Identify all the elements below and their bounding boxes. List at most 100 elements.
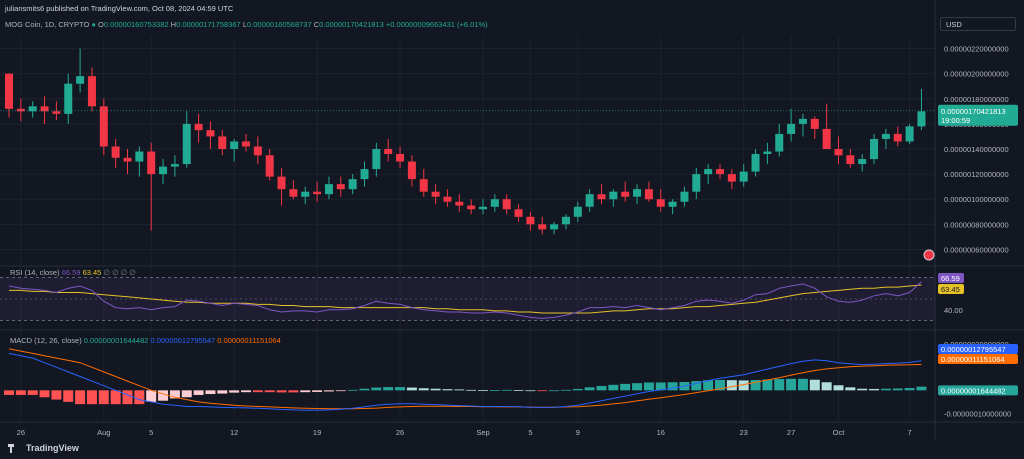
close-label: C (313, 20, 320, 29)
candle-body (905, 126, 914, 142)
macd-hist-bar (537, 390, 548, 392)
macd-hist-bar (525, 390, 536, 392)
macd-hist-bar (691, 381, 702, 391)
status-dot-icon: ● (91, 20, 96, 29)
currency-button[interactable]: USD (940, 17, 1016, 31)
macd-hist-bar (205, 390, 216, 395)
macd-hist-value-label: 0.00000001644482 (941, 386, 1006, 395)
candle-body (348, 179, 357, 190)
macd-hist-bar (715, 379, 725, 391)
candle-body (538, 224, 547, 230)
candle-body (621, 191, 630, 197)
candle-body (182, 123, 191, 165)
time-tick-label: 9 (576, 428, 580, 437)
time-tick-label: Oct (833, 428, 846, 437)
price-tick-label: 0.00000220000000 (944, 45, 1009, 54)
macd-hist-legend-value: 0.00000001644482 (83, 336, 149, 345)
candles (5, 48, 926, 235)
candle-body (5, 73, 13, 109)
rsi-legend[interactable]: RSI (14, close) 66.59 63.45 ∅ ∅ ∅ ∅ (10, 268, 136, 277)
time-tick-label: 27 (787, 428, 795, 437)
time-tick-label: 23 (740, 428, 748, 437)
flag-icon (923, 249, 935, 261)
macd-hist-bar (347, 389, 358, 391)
macd-hist-bar (892, 388, 903, 391)
candle-body (704, 169, 713, 175)
signal-legend-value: 0.00000011151064 (217, 336, 281, 345)
macd-hist-bar (406, 387, 417, 391)
time-tick-label: 5 (528, 428, 532, 437)
candle-body (253, 146, 262, 156)
macd-hist-bar (110, 390, 121, 405)
price-tick-label: 0.00000080000000 (944, 220, 1009, 229)
macd-hist-bar (596, 385, 607, 391)
candle-body (917, 111, 926, 127)
macd-hist-bar (39, 390, 50, 398)
macd-hist-bar (86, 390, 97, 405)
macd-hist-bar (667, 382, 678, 391)
macd-hist-bar (560, 389, 571, 391)
high-value: 0.00000171758367 (176, 20, 241, 29)
macd-hist-bar (276, 390, 287, 393)
price-tick-label: 0.00000200000000 (944, 70, 1009, 79)
candle-body (360, 169, 369, 180)
rsi-tick-label: 40.00 (944, 306, 963, 315)
candle-body (633, 189, 642, 197)
ohlc-legend: MOG Coin, 1D, CRYPTO ● O0.00000160753382… (5, 20, 488, 29)
macd-hist-bar (738, 380, 749, 391)
tradingview-footer[interactable]: TradingView (8, 443, 79, 453)
price-tick-label: 0.00000100000000 (944, 195, 1009, 204)
rsi-legend-value: 66.59 (61, 268, 81, 277)
candle-body (431, 191, 440, 197)
low-value: 0.00000160568737 (246, 20, 312, 29)
rsi-value-badge (938, 273, 964, 283)
rsi-ma-line (9, 284, 922, 314)
price-tick-label: 0.00000180000000 (944, 95, 1009, 104)
candle-body (99, 106, 108, 147)
macd-hist-bar (821, 382, 832, 391)
macd-hist-bar (655, 382, 666, 391)
candle-body (870, 138, 879, 160)
close-value: 0.00000170421813 (319, 20, 384, 29)
change-value: +0.00000009663431 (+6.01%) (385, 20, 488, 29)
macd-hist-bar (632, 383, 643, 391)
candle-body (194, 123, 203, 131)
candle-body (242, 141, 250, 147)
macd-hist-bar (217, 390, 228, 394)
macd-hist-bar (750, 379, 761, 391)
macd-hist-bar (489, 390, 500, 391)
macd-legend[interactable]: MACD (12, 26, close) 0.00000001644482 0.… (10, 336, 281, 345)
candle-body (40, 106, 49, 112)
macd-hist-bar (122, 390, 133, 405)
candle-body (407, 161, 416, 180)
time-tick-label: 7 (908, 428, 912, 437)
candle-body (644, 189, 653, 200)
macd-hist-bar (288, 390, 299, 393)
macd-hist-bar (833, 385, 844, 391)
candle-body (28, 106, 37, 112)
rsi-line (8, 281, 922, 319)
signal-line (8, 348, 922, 410)
candle-body (313, 191, 322, 195)
macd-hist-bar (620, 383, 631, 391)
rsi-ma-legend-value: 63.45 (82, 268, 102, 277)
candle-body (159, 166, 168, 175)
candle-body (419, 179, 428, 192)
candle-body (775, 133, 784, 152)
macd-hist-bar (4, 390, 14, 395)
candle-body (277, 176, 286, 190)
macd-hist-bar (643, 382, 654, 391)
macd-hist-bar (395, 387, 406, 391)
price-tick-label: 0.00000060000000 (944, 245, 1009, 254)
macd-hist-bar (513, 390, 524, 391)
last-price-badge (938, 104, 1018, 126)
macd-legend-value: 0.00000012795547 (150, 336, 216, 345)
candle-body (64, 83, 73, 114)
candle-body (680, 191, 689, 202)
rsi-value-label: 66.59 (941, 274, 960, 283)
candle-body (170, 164, 179, 167)
macd-hist-bar (335, 390, 346, 392)
macd-hist-bar (880, 388, 891, 391)
macd-hist-bar (466, 389, 477, 391)
